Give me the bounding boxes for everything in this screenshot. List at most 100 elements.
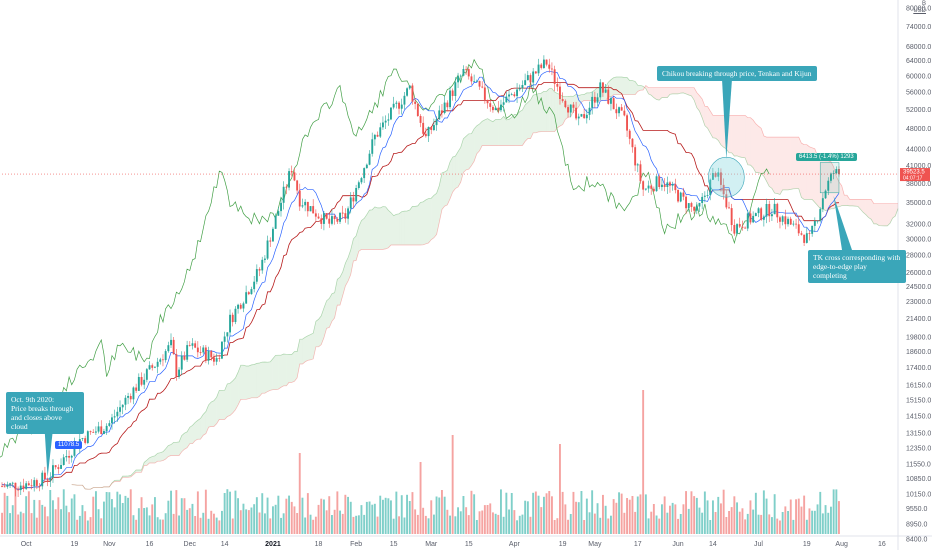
- candle-body: [390, 107, 392, 120]
- volume-bar: [81, 505, 84, 534]
- candle-body: [712, 173, 714, 180]
- kumo-segment: [873, 203, 877, 224]
- kumo-segment: [817, 155, 821, 209]
- candle-body: [247, 292, 250, 295]
- kumo-segment: [133, 469, 137, 475]
- x-tick-label: Nov: [103, 541, 116, 548]
- kumo-segment: [500, 116, 504, 146]
- kumo-segment: [551, 88, 555, 132]
- kumo-segment: [635, 81, 638, 95]
- volume-bar: [38, 500, 41, 534]
- kumo-segment: [761, 128, 764, 177]
- kumo-segment: [187, 427, 190, 448]
- volume-bar: [706, 500, 709, 534]
- candle-body: [416, 103, 419, 116]
- kumo-segment: [884, 203, 888, 226]
- kumo-segment: [181, 433, 185, 452]
- kumo-segment: [758, 126, 762, 174]
- volume-bar: [162, 519, 164, 534]
- kumo-segment: [111, 480, 115, 484]
- kumo-segment: [254, 363, 257, 398]
- candle-body: [14, 482, 17, 490]
- candle-body: [309, 206, 312, 212]
- candle-body: [564, 100, 567, 108]
- candle-body: [376, 134, 379, 137]
- volume-bar: [6, 495, 9, 534]
- kumo-segment: [525, 102, 528, 142]
- volume-bar: [92, 496, 95, 534]
- volume-bar: [65, 505, 68, 534]
- volume-bar: [677, 518, 679, 534]
- volume-bar: [430, 500, 433, 534]
- y-tick-label: 38000.0: [906, 181, 931, 188]
- volume-bar: [827, 512, 830, 534]
- kumo-segment: [401, 211, 405, 245]
- volume-bar: [62, 489, 65, 534]
- volume-bar: [145, 507, 148, 534]
- volume-bar: [551, 496, 553, 534]
- kumo-segment: [860, 199, 864, 213]
- volume-bar: [465, 507, 468, 534]
- kumo-segment: [280, 353, 284, 388]
- kumo-segment: [331, 292, 335, 322]
- volume-bar: [446, 509, 449, 534]
- candle-body: [577, 116, 580, 119]
- kumo-segment: [128, 475, 131, 478]
- volume-bar: [816, 504, 819, 534]
- candle-body: [17, 489, 20, 491]
- candle-body: [827, 180, 830, 191]
- kumo-segment: [176, 441, 180, 456]
- volume-bar: [575, 501, 577, 534]
- kumo-segment: [380, 206, 383, 250]
- volume-bar: [744, 519, 747, 534]
- volume-bar: [349, 501, 352, 534]
- volume-bar: [682, 504, 685, 534]
- volume-bar: [320, 498, 323, 534]
- kumo-segment: [452, 156, 456, 193]
- volume-bar: [577, 502, 580, 534]
- annotation-tk-cross[interactable]: TK cross corresponding with edge-to-edge…: [808, 250, 906, 283]
- candle-body: [626, 115, 628, 131]
- volume-bar: [314, 516, 317, 534]
- y-tick-label: 52000.0: [906, 107, 931, 114]
- y-tick-label: 10850.0: [906, 476, 931, 483]
- kumo-segment: [790, 137, 794, 190]
- kumo-segment: [627, 77, 630, 95]
- volume-bar: [379, 495, 382, 534]
- kumo-segment: [586, 92, 590, 101]
- candle-body: [760, 208, 763, 220]
- volume-bar: [390, 500, 392, 534]
- candle-body: [502, 102, 505, 105]
- kumo-segment: [745, 115, 748, 165]
- volume-bar: [57, 497, 60, 534]
- volume-bar: [685, 491, 687, 534]
- kumo-segment: [841, 185, 845, 206]
- kumo-segment: [632, 80, 636, 95]
- kumo-segment: [559, 94, 563, 127]
- annotation-chikou-breakout[interactable]: Chikou breaking through price, Tenkan an…: [657, 66, 817, 81]
- volume-bar: [129, 489, 132, 534]
- candle-body: [738, 224, 741, 227]
- y-tick-label: 14150.0: [906, 413, 931, 420]
- volume-bar: [151, 504, 154, 534]
- y-tick-label: 15150.0: [906, 397, 931, 404]
- kumo-segment: [329, 293, 332, 328]
- candle-body: [127, 396, 129, 398]
- x-tick-label: 15: [465, 541, 473, 548]
- kumo-segment: [720, 115, 724, 148]
- x-tick-label: Aug: [835, 541, 848, 548]
- volume-bar: [127, 497, 129, 534]
- volume-bar: [35, 517, 38, 534]
- volume-bar: [196, 491, 199, 534]
- candle-body: [159, 359, 162, 362]
- measure-range-box: [819, 162, 840, 194]
- candle-body: [693, 206, 696, 211]
- candle-body: [60, 465, 62, 469]
- kumo-segment: [195, 420, 198, 441]
- candle-body: [800, 233, 803, 235]
- kumo-segment: [836, 176, 839, 207]
- volume-bar: [100, 518, 103, 534]
- kumo-segment: [610, 77, 614, 97]
- annotation-cloud-breakout[interactable]: Oct. 9th 2020: Price breaks through and …: [6, 392, 84, 434]
